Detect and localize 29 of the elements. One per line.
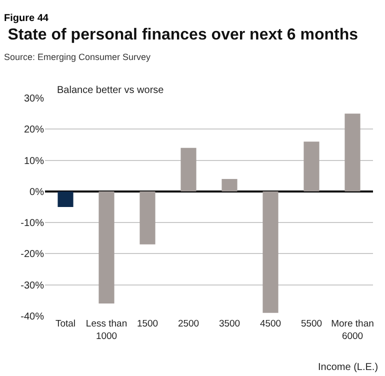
bar — [222, 178, 238, 192]
y-tick-label: 10% — [24, 156, 44, 167]
chart-title: State of personal finances over next 6 months — [8, 26, 358, 44]
x-axis-title: Income (L.E.) — [318, 362, 378, 373]
y-axis-title: Balance better vs worse — [57, 85, 164, 96]
x-tick-label: 2500 — [178, 318, 200, 330]
x-tick-label: 4500 — [260, 318, 282, 330]
bar — [140, 191, 156, 244]
x-tick-label: 3500 — [218, 318, 240, 330]
x-tick-label: 1500 — [136, 318, 158, 330]
bar — [98, 191, 114, 304]
y-tick-label: 20% — [24, 124, 44, 136]
y-tick-label: 0% — [30, 186, 44, 198]
y-tick-label: -20% — [20, 249, 44, 260]
bar — [262, 191, 278, 313]
x-tick-label: More than 6000 — [331, 318, 374, 342]
x-tick-label: Total — [55, 318, 76, 330]
source-note: Source: Emerging Consumer Survey — [4, 52, 152, 62]
y-tick-label: -40% — [20, 312, 44, 322]
bar — [344, 114, 360, 192]
x-tick-label: 5500 — [300, 318, 322, 330]
bar — [58, 191, 74, 207]
caption: Figure 44 — [4, 13, 49, 24]
x-tick-label: Less than 1000 — [86, 318, 128, 342]
y-tick-label: 30% — [24, 94, 44, 104]
y-tick-label: -30% — [20, 280, 44, 292]
y-tick-label: -10% — [20, 218, 44, 230]
bar — [180, 148, 196, 192]
bar — [304, 142, 320, 192]
